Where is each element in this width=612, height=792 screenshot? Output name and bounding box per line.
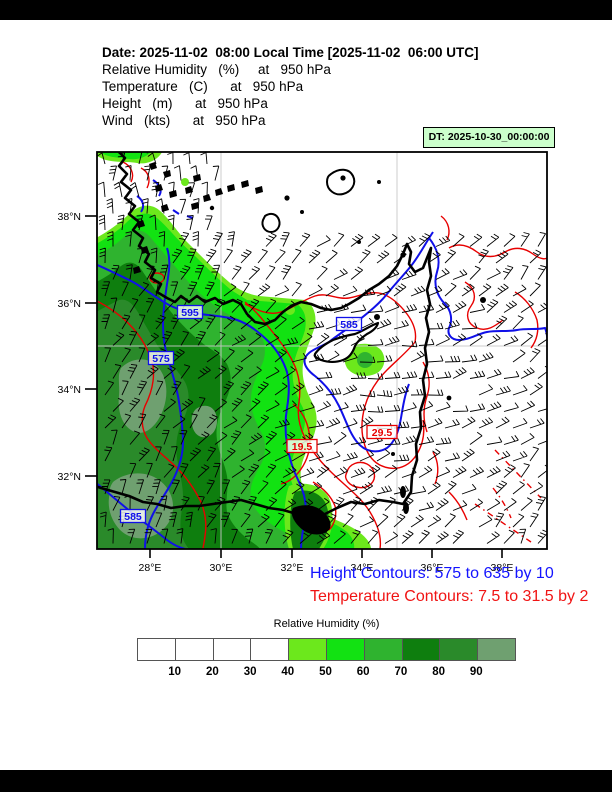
- colorbar-cell-80-90: [439, 639, 478, 660]
- bottom-letterbox-bar: [0, 770, 612, 792]
- height-contour-label-585: 585: [335, 316, 363, 332]
- lon-label-30e: 30°E: [210, 562, 233, 572]
- axis-ticks: [85, 215, 503, 558]
- colorbar-cell-60-70: [363, 639, 402, 660]
- colorbar-tick-60: 60: [356, 666, 370, 678]
- colorbar-tick-50: 50: [319, 666, 332, 678]
- temperature-contour-legend: Temperature Contours: 7.5 to 31.5 by 2: [310, 588, 589, 605]
- wind-barbs-layer: [97, 152, 547, 544]
- param-line-wind: Wind (kts) at 950 hPa: [102, 113, 266, 128]
- model-init-datetime-badge: DT: 2025-10-30_00:00:00: [423, 127, 555, 148]
- coastline-layer: [97, 152, 486, 535]
- svg-text:29.5: 29.5: [372, 427, 393, 439]
- colorbar-cell-40-50: [288, 639, 326, 660]
- param-line-height: Height (m) at 950 hPa: [102, 96, 268, 111]
- contour-value-labels: 595 575 585 585 19.5 29.5: [119, 304, 398, 524]
- colorbar-cell-30-40: [250, 639, 289, 660]
- date-line: Date: 2025-11-02 08:00 Local Time [2025-…: [102, 45, 479, 60]
- height-contour-label-585: 585: [119, 508, 147, 524]
- colorbar-tick-80: 80: [432, 666, 445, 678]
- lat-label-34n: 34°N: [58, 384, 81, 396]
- height-contour-label-575: 575: [147, 350, 175, 366]
- top-letterbox-bar: [0, 0, 612, 20]
- colorbar-tick-20: 20: [205, 666, 219, 678]
- lon-label-36e: 36°E: [421, 562, 444, 572]
- colorbar-cell-0-10: [138, 639, 175, 660]
- islands-and-lakes: [133, 162, 486, 514]
- colorbar-tick-70: 70: [394, 666, 408, 678]
- colorbar-tick-30: 30: [243, 666, 257, 678]
- weather-map-canvas: 595 575 585 585 19.5 29.5 38°N 36°N 34°N 32°N: [58, 151, 548, 574]
- lon-label-34e: 34°E: [351, 562, 374, 572]
- map-area: 595 575 585 585 19.5 29.5 38°N 36°N 34°N 32°N: [53, 148, 565, 577]
- lon-label-38e: 38°E: [491, 562, 514, 572]
- lat-label-36n: 36°N: [58, 298, 81, 310]
- colorbar-cell-20-30: [212, 639, 251, 660]
- svg-text:575: 575: [152, 353, 170, 365]
- colorbar-title: Relative Humidity (%): [273, 618, 380, 630]
- param-line-humidity: Relative Humidity (%) at 950 hPa: [102, 62, 331, 77]
- colorbar-tick-90: 90: [469, 666, 483, 678]
- height-contour-label-595: 595: [176, 304, 204, 320]
- height-contour-legend: Height Contours: 575 to 635 by 10: [310, 565, 554, 582]
- header-block: Date: 2025-11-02 08:00 Local Time [2025-…: [102, 45, 478, 128]
- lat-label-32n: 32°N: [58, 471, 81, 483]
- humidity-colorbar: [137, 638, 516, 661]
- lat-label-38n: 38°N: [58, 211, 81, 223]
- colorbar-tick-10: 10: [168, 666, 182, 678]
- lon-label-28e: 28°E: [139, 562, 162, 572]
- colorbar-cell-70-80: [401, 639, 440, 660]
- param-line-temperature: Temperature (C) at 950 hPa: [102, 79, 304, 94]
- svg-text:585: 585: [124, 511, 142, 523]
- svg-text:585: 585: [340, 319, 358, 331]
- colorbar-cell-10-20: [174, 639, 213, 660]
- map-frame: [96, 151, 548, 550]
- temp-contour-label-29.5: 29.5: [366, 424, 398, 440]
- svg-text:595: 595: [181, 307, 199, 319]
- svg-text:19.5: 19.5: [292, 441, 313, 453]
- colorbar-cell-50-60: [325, 639, 364, 660]
- colorbar-cell-90-100: [477, 639, 515, 660]
- colorbar-tick-40: 40: [281, 666, 295, 678]
- lon-label-32e: 32°E: [281, 562, 304, 572]
- axis-labels: 38°N 36°N 34°N 32°N 28°E 30°E 32°E 34°E …: [58, 211, 514, 574]
- temp-contour-label-19.5: 19.5: [286, 438, 318, 454]
